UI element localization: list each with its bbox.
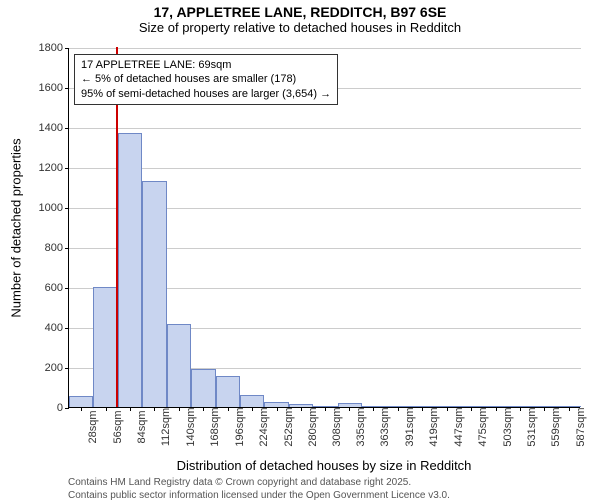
annotation-line: 17 APPLETREE LANE: 69sqm xyxy=(81,58,331,72)
annotation-box: 17 APPLETREE LANE: 69sqm ← 5% of detache… xyxy=(74,54,338,105)
xtick-label: 447sqm xyxy=(447,407,465,446)
ytick-label: 1000 xyxy=(39,202,69,214)
ytick-label: 600 xyxy=(45,282,69,294)
caption-line: Contains public sector information licen… xyxy=(68,489,450,502)
xtick-label: 587sqm xyxy=(569,407,587,446)
ytick-label: 800 xyxy=(45,242,69,254)
histogram-bar xyxy=(142,181,166,407)
xtick-label: 28sqm xyxy=(81,410,99,443)
ytick-label: 1800 xyxy=(39,42,69,54)
chart-title-line1: 17, APPLETREE LANE, REDDITCH, B97 6SE xyxy=(0,4,600,20)
chart-title-block: 17, APPLETREE LANE, REDDITCH, B97 6SE Si… xyxy=(0,4,600,35)
annotation-line: 95% of semi-detached houses are larger (… xyxy=(81,87,331,101)
histogram-bar xyxy=(167,324,191,407)
gridline xyxy=(69,168,581,169)
xtick-label: 280sqm xyxy=(301,407,319,446)
xtick-label: 224sqm xyxy=(252,407,270,446)
xtick-label: 84sqm xyxy=(130,410,148,443)
xtick-label: 168sqm xyxy=(203,407,221,446)
xtick-label: 475sqm xyxy=(471,407,489,446)
histogram-bar xyxy=(69,396,93,407)
ytick-label: 1200 xyxy=(39,162,69,174)
caption-line: Contains HM Land Registry data © Crown c… xyxy=(68,476,450,489)
xtick-label: 56sqm xyxy=(106,410,124,443)
xtick-label: 140sqm xyxy=(179,407,197,446)
ytick-label: 1400 xyxy=(39,122,69,134)
xtick-label: 335sqm xyxy=(349,407,367,446)
xtick-label: 531sqm xyxy=(520,407,538,446)
ytick-label: 200 xyxy=(45,362,69,374)
xtick-label: 559sqm xyxy=(544,407,562,446)
histogram-bar xyxy=(93,287,117,407)
histogram-bar xyxy=(191,369,215,407)
xtick-label: 419sqm xyxy=(422,407,440,446)
ytick-label: 1600 xyxy=(39,82,69,94)
y-axis-label: Number of detached properties xyxy=(9,138,24,317)
chart-title-line2: Size of property relative to detached ho… xyxy=(0,20,600,35)
xtick-label: 196sqm xyxy=(228,407,246,446)
histogram-bar xyxy=(240,395,264,407)
x-axis-label: Distribution of detached houses by size … xyxy=(68,458,580,473)
xtick-label: 503sqm xyxy=(496,407,514,446)
xtick-label: 112sqm xyxy=(154,408,172,446)
caption: Contains HM Land Registry data © Crown c… xyxy=(68,476,450,502)
histogram-bar xyxy=(118,133,142,407)
annotation-line: ← 5% of detached houses are smaller (178… xyxy=(81,72,331,86)
ytick-label: 400 xyxy=(45,322,69,334)
ytick-label: 0 xyxy=(57,402,69,414)
xtick-label: 363sqm xyxy=(373,407,391,446)
xtick-label: 252sqm xyxy=(277,407,295,446)
histogram-bar xyxy=(216,376,240,407)
xtick-label: 308sqm xyxy=(325,407,343,446)
gridline xyxy=(69,48,581,49)
xtick-label: 391sqm xyxy=(398,407,416,446)
gridline xyxy=(69,128,581,129)
